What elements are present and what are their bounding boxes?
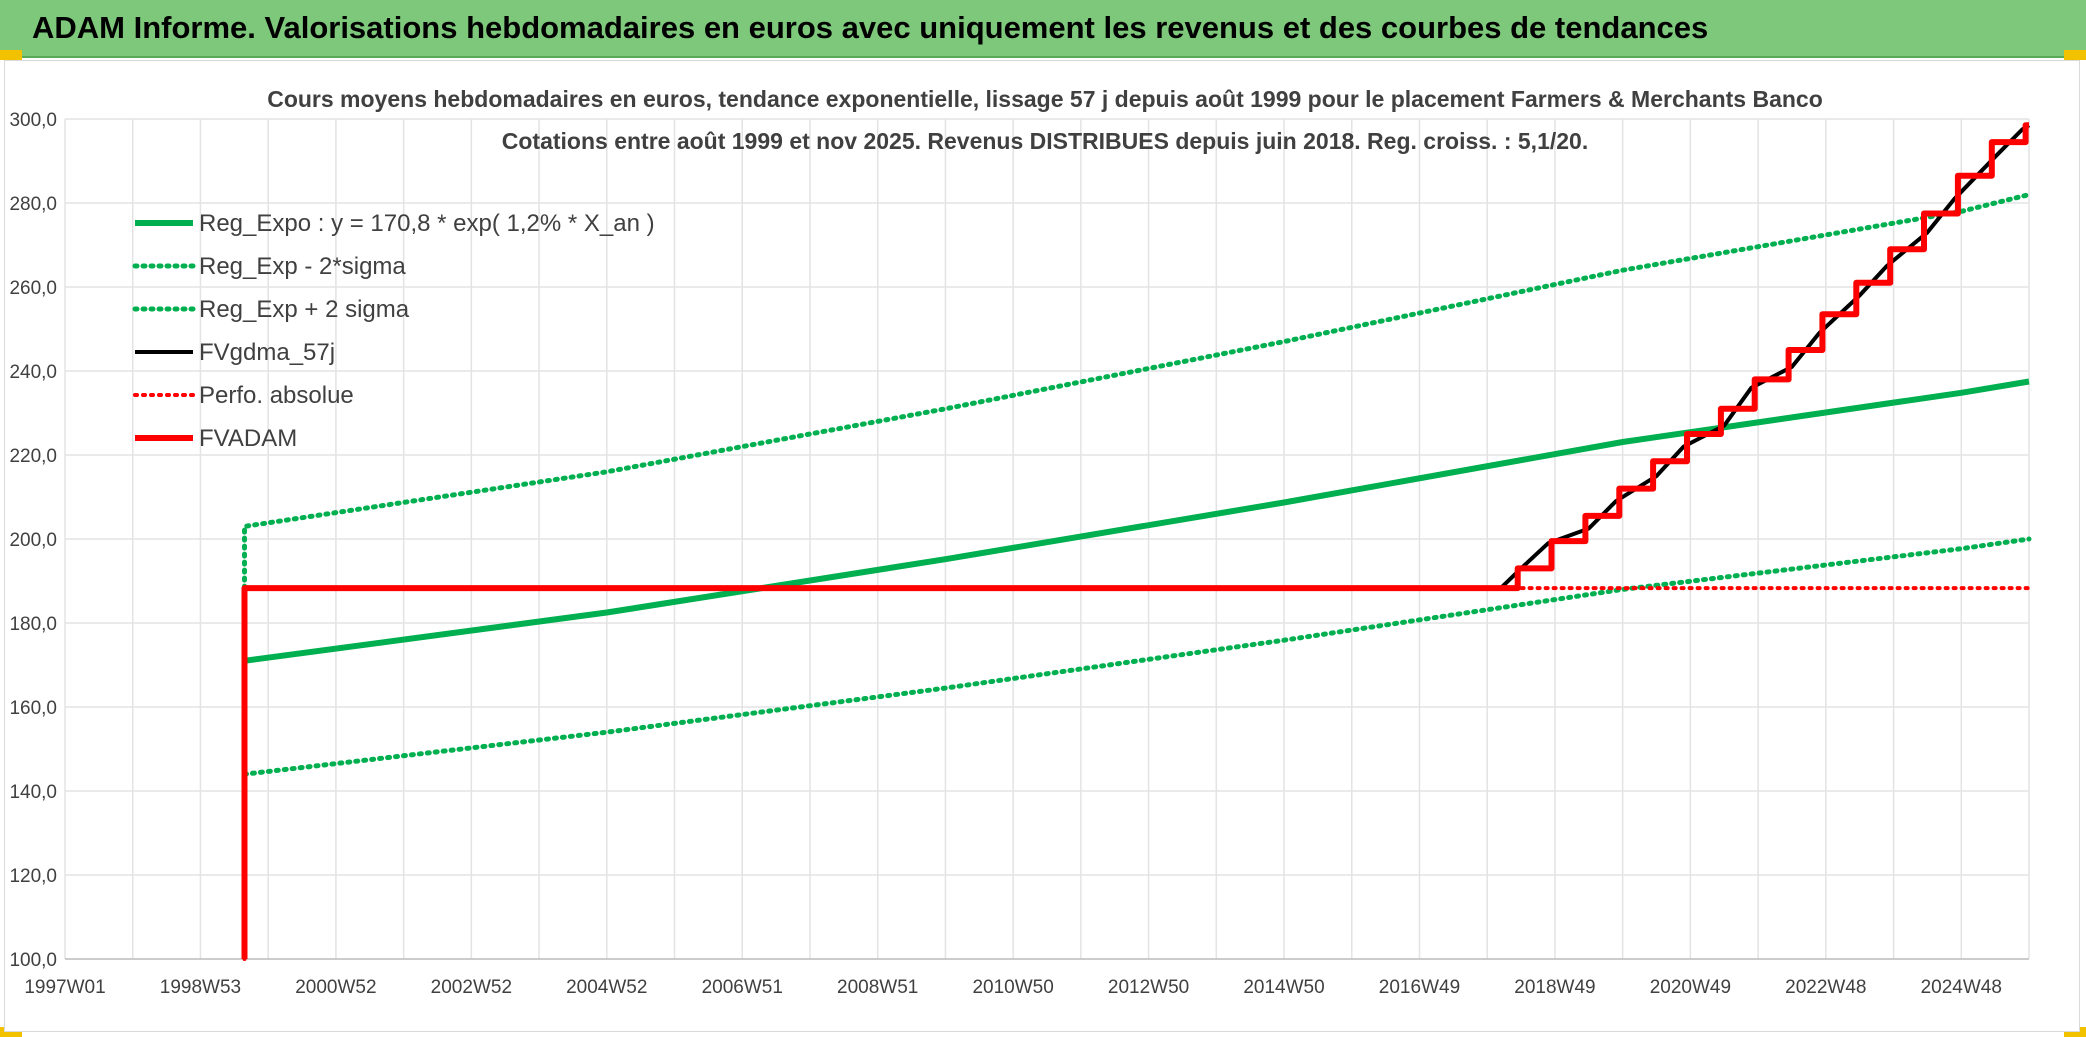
y-tick-label: 180,0 <box>9 614 57 635</box>
series-line <box>242 536 2032 777</box>
x-tick-label: 2012W50 <box>1108 977 1189 998</box>
y-tick-label: 160,0 <box>9 698 57 719</box>
x-tick-label: 2018W49 <box>1514 977 1595 998</box>
x-tick-label: 2004W52 <box>566 977 647 998</box>
corner-marker <box>0 1027 22 1037</box>
y-tick-label: 240,0 <box>9 362 57 383</box>
y-tick-label: 200,0 <box>9 530 57 551</box>
corner-marker <box>0 50 22 60</box>
y-axis: 100,0 120,0 140,0 160,0 180,0 200,0 220,0 240,0… <box>9 110 57 971</box>
y-tick-label: 120,0 <box>9 866 57 887</box>
x-tick-label: 1998W53 <box>160 977 241 998</box>
chart-title: Cours moyens hebdomadaires en euros, ten… <box>267 86 1823 112</box>
x-tick-label: 2016W49 <box>1379 977 1460 998</box>
header-banner: ADAM Informe. Valorisations hebdomadaire… <box>0 0 2086 58</box>
x-tick-label: 2010W50 <box>972 977 1053 998</box>
legend-label: Reg_Exp + 2 sigma <box>199 296 410 323</box>
x-tick-label: 2006W51 <box>702 977 783 998</box>
x-tick-label: 2022W48 <box>1785 977 1866 998</box>
y-tick-label: 280,0 <box>9 194 57 215</box>
line-chart: 100,0 120,0 140,0 160,0 180,0 200,0 220,0 240,0… <box>9 86 2032 998</box>
x-tick-label: 2008W51 <box>837 977 918 998</box>
series-line <box>242 192 2032 591</box>
series-line <box>242 586 2031 961</box>
corner-marker <box>2064 1027 2086 1037</box>
legend-label: Perfo. absolue <box>199 382 354 409</box>
y-tick-label: 140,0 <box>9 782 57 803</box>
corner-marker <box>2064 50 2086 60</box>
x-axis: 1997W01 1998W53 2000W52 2002W52 2004W52 2006W… <box>24 958 2029 998</box>
series-line <box>241 122 2029 959</box>
legend-label: Reg_Exp - 2*sigma <box>199 253 406 280</box>
x-tick-label: 2000W52 <box>295 977 376 998</box>
chart-subtitle: Cotations entre août 1999 et nov 2025. R… <box>502 128 1588 154</box>
grid-lines <box>64 118 2030 960</box>
x-tick-label: 2002W52 <box>431 977 512 998</box>
y-tick-label: 100,0 <box>9 950 57 971</box>
legend-label: FVADAM <box>199 425 297 452</box>
series-line <box>244 378 2030 664</box>
x-tick-label: 2024W48 <box>1921 977 2002 998</box>
x-tick-label: 2020W49 <box>1650 977 1731 998</box>
y-tick-label: 220,0 <box>9 446 57 467</box>
x-tick-label: 2014W50 <box>1243 977 1324 998</box>
legend-label: Reg_Expo : y = 170,8 * exp( 1,2% * X_an … <box>199 210 655 237</box>
x-tick-label: 1997W01 <box>24 977 105 998</box>
legend-label: FVgdma_57j <box>199 339 335 366</box>
y-tick-label: 300,0 <box>9 110 57 131</box>
series-lines <box>241 122 2032 961</box>
series-line <box>242 123 2031 959</box>
legend: Reg_Expo : y = 170,8 * exp( 1,2% * X_an … <box>132 210 655 452</box>
chart-area: 100,0 120,0 140,0 160,0 180,0 200,0 220,0 240,0… <box>4 60 2080 1032</box>
banner-title: ADAM Informe. Valorisations hebdomadaire… <box>32 10 1709 45</box>
y-tick-label: 260,0 <box>9 278 57 299</box>
